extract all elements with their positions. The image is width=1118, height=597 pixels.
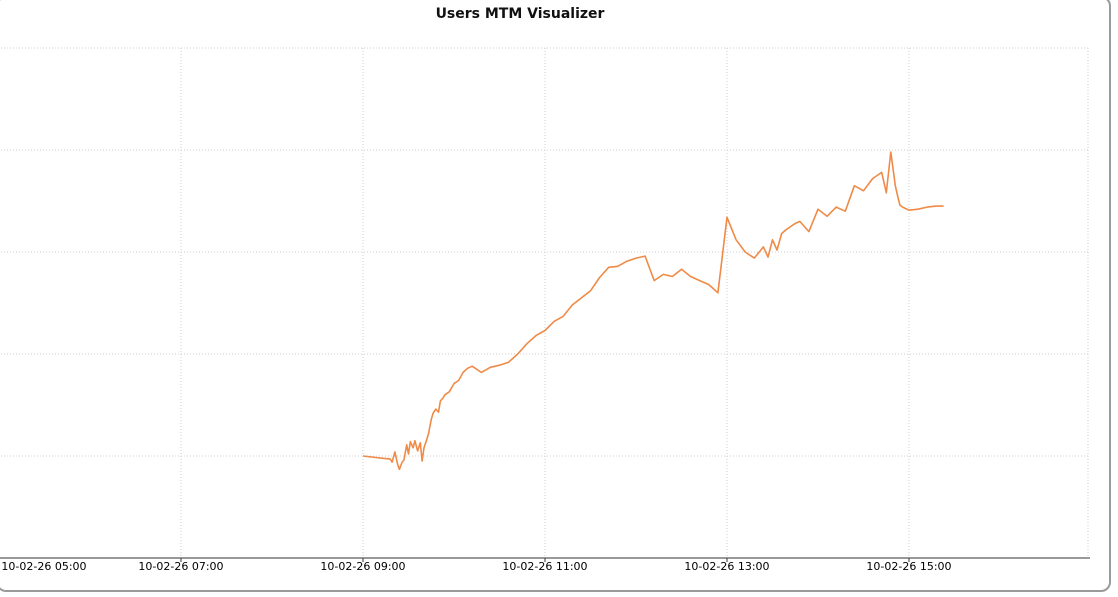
series-line — [362, 151, 944, 471]
x-tick-label: 10-02-26 11:00 — [502, 560, 587, 573]
series-layer — [362, 151, 944, 471]
chart-title: Users MTM Visualizer — [435, 6, 605, 22]
x-tick-label: 10-02-26 09:00 — [320, 560, 405, 573]
grid — [0, 47, 1090, 558]
x-tick-labels: 10-02-26 05:00 10-02-26 07:00 10-02-26 09:… — [1, 560, 951, 573]
x-tick-label: 10-02-26 13:00 — [684, 560, 769, 573]
x-tick-label: 10-02-26 07:00 — [138, 560, 223, 573]
x-axis — [0, 557, 1090, 562]
x-tick-label: 10-02-26 15:00 — [866, 560, 951, 573]
x-tick-label: 10-02-26 05:00 — [1, 560, 86, 573]
